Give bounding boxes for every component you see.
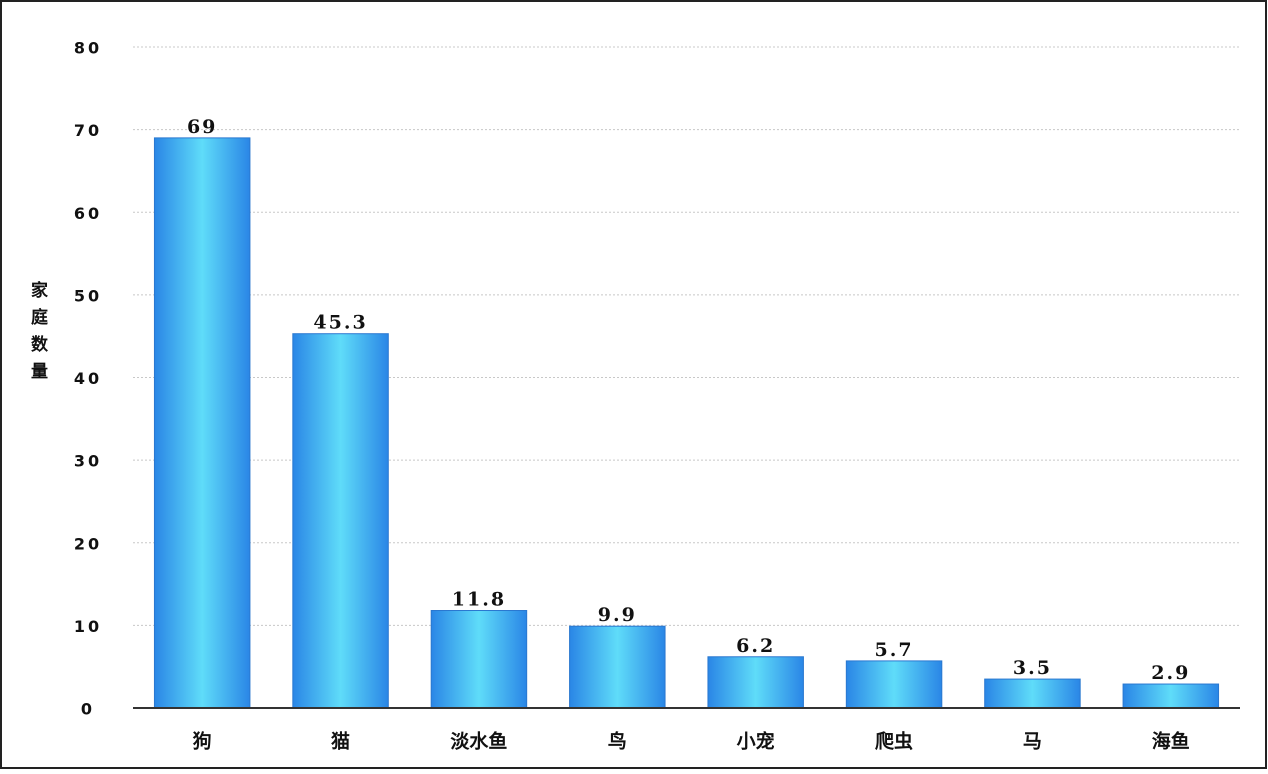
bar xyxy=(153,137,251,709)
bar xyxy=(430,610,528,709)
value-label: 69 xyxy=(187,116,217,138)
bar xyxy=(569,625,666,709)
bar xyxy=(292,333,389,709)
bar xyxy=(1122,683,1220,709)
bar xyxy=(984,678,1081,709)
x-tick-label: 小宠 xyxy=(737,730,775,753)
y-tick-label: 30 xyxy=(74,452,102,471)
x-tick-label: 鸟 xyxy=(608,730,627,753)
value-label: 3.5 xyxy=(1013,657,1052,679)
x-tick-label: 猫 xyxy=(331,730,350,753)
y-tick-label: 40 xyxy=(74,369,102,388)
y-axis-label: 家庭数量 xyxy=(27,280,48,389)
x-tick-label: 马 xyxy=(1023,731,1042,753)
y-tick-label: 50 xyxy=(74,286,102,305)
value-label: 45.3 xyxy=(313,312,367,334)
bar xyxy=(845,660,943,709)
value-label: 11.8 xyxy=(452,589,506,611)
value-label: 2.9 xyxy=(1151,662,1190,684)
x-tick-label: 海鱼 xyxy=(1152,730,1190,753)
y-tick-label: 10 xyxy=(74,617,102,636)
y-tick-label: 80 xyxy=(74,39,102,58)
y-tick-label: 70 xyxy=(74,121,102,140)
x-tick-label: 爬虫 xyxy=(874,730,913,753)
y-tick-label: 20 xyxy=(74,534,102,553)
y-tick-label: 60 xyxy=(74,204,102,223)
value-label: 5.7 xyxy=(875,639,914,661)
y-tick-label: 0 xyxy=(81,700,95,719)
x-tick-label: 淡水鱼 xyxy=(450,730,507,753)
x-tick-label: 狗 xyxy=(193,730,212,753)
value-label: 6.2 xyxy=(736,635,775,657)
bar xyxy=(707,656,804,709)
value-label: 9.9 xyxy=(598,604,637,626)
